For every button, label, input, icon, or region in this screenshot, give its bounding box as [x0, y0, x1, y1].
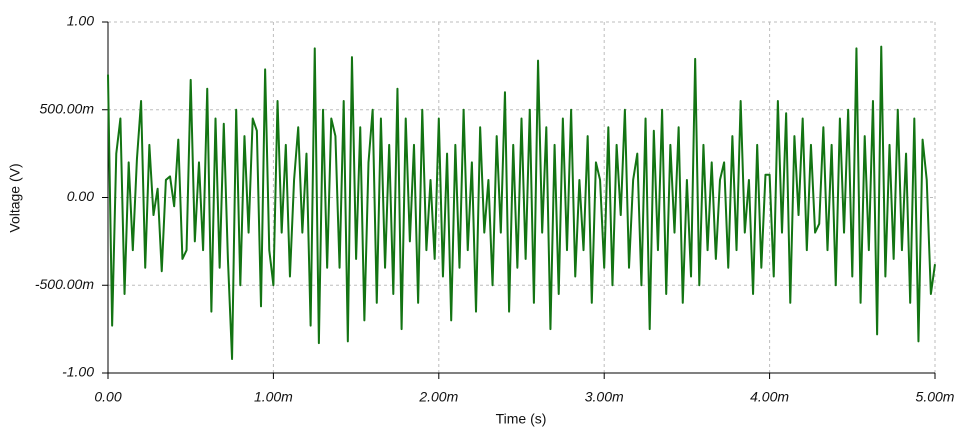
y-tick-label: 500.00m [40, 100, 95, 116]
x-tick-label: 5.00m [916, 389, 955, 405]
y-tick-label: -500.00m [35, 276, 94, 292]
y-tick-label: 0.00 [67, 188, 94, 204]
x-tick-label: 2.00m [418, 389, 458, 405]
y-tick-label: 1.00 [67, 13, 94, 29]
y-tick-label: -1.00 [62, 364, 94, 380]
x-tick-label: 4.00m [750, 389, 789, 405]
x-tick-label: 1.00m [254, 389, 293, 405]
x-tick-label: 3.00m [585, 389, 624, 405]
data-line [107, 45, 936, 360]
x-tick-label: 0.00 [94, 389, 121, 405]
x-axis-title: Time (s) [496, 411, 547, 427]
y-axis-title: Voltage (V) [7, 163, 23, 232]
